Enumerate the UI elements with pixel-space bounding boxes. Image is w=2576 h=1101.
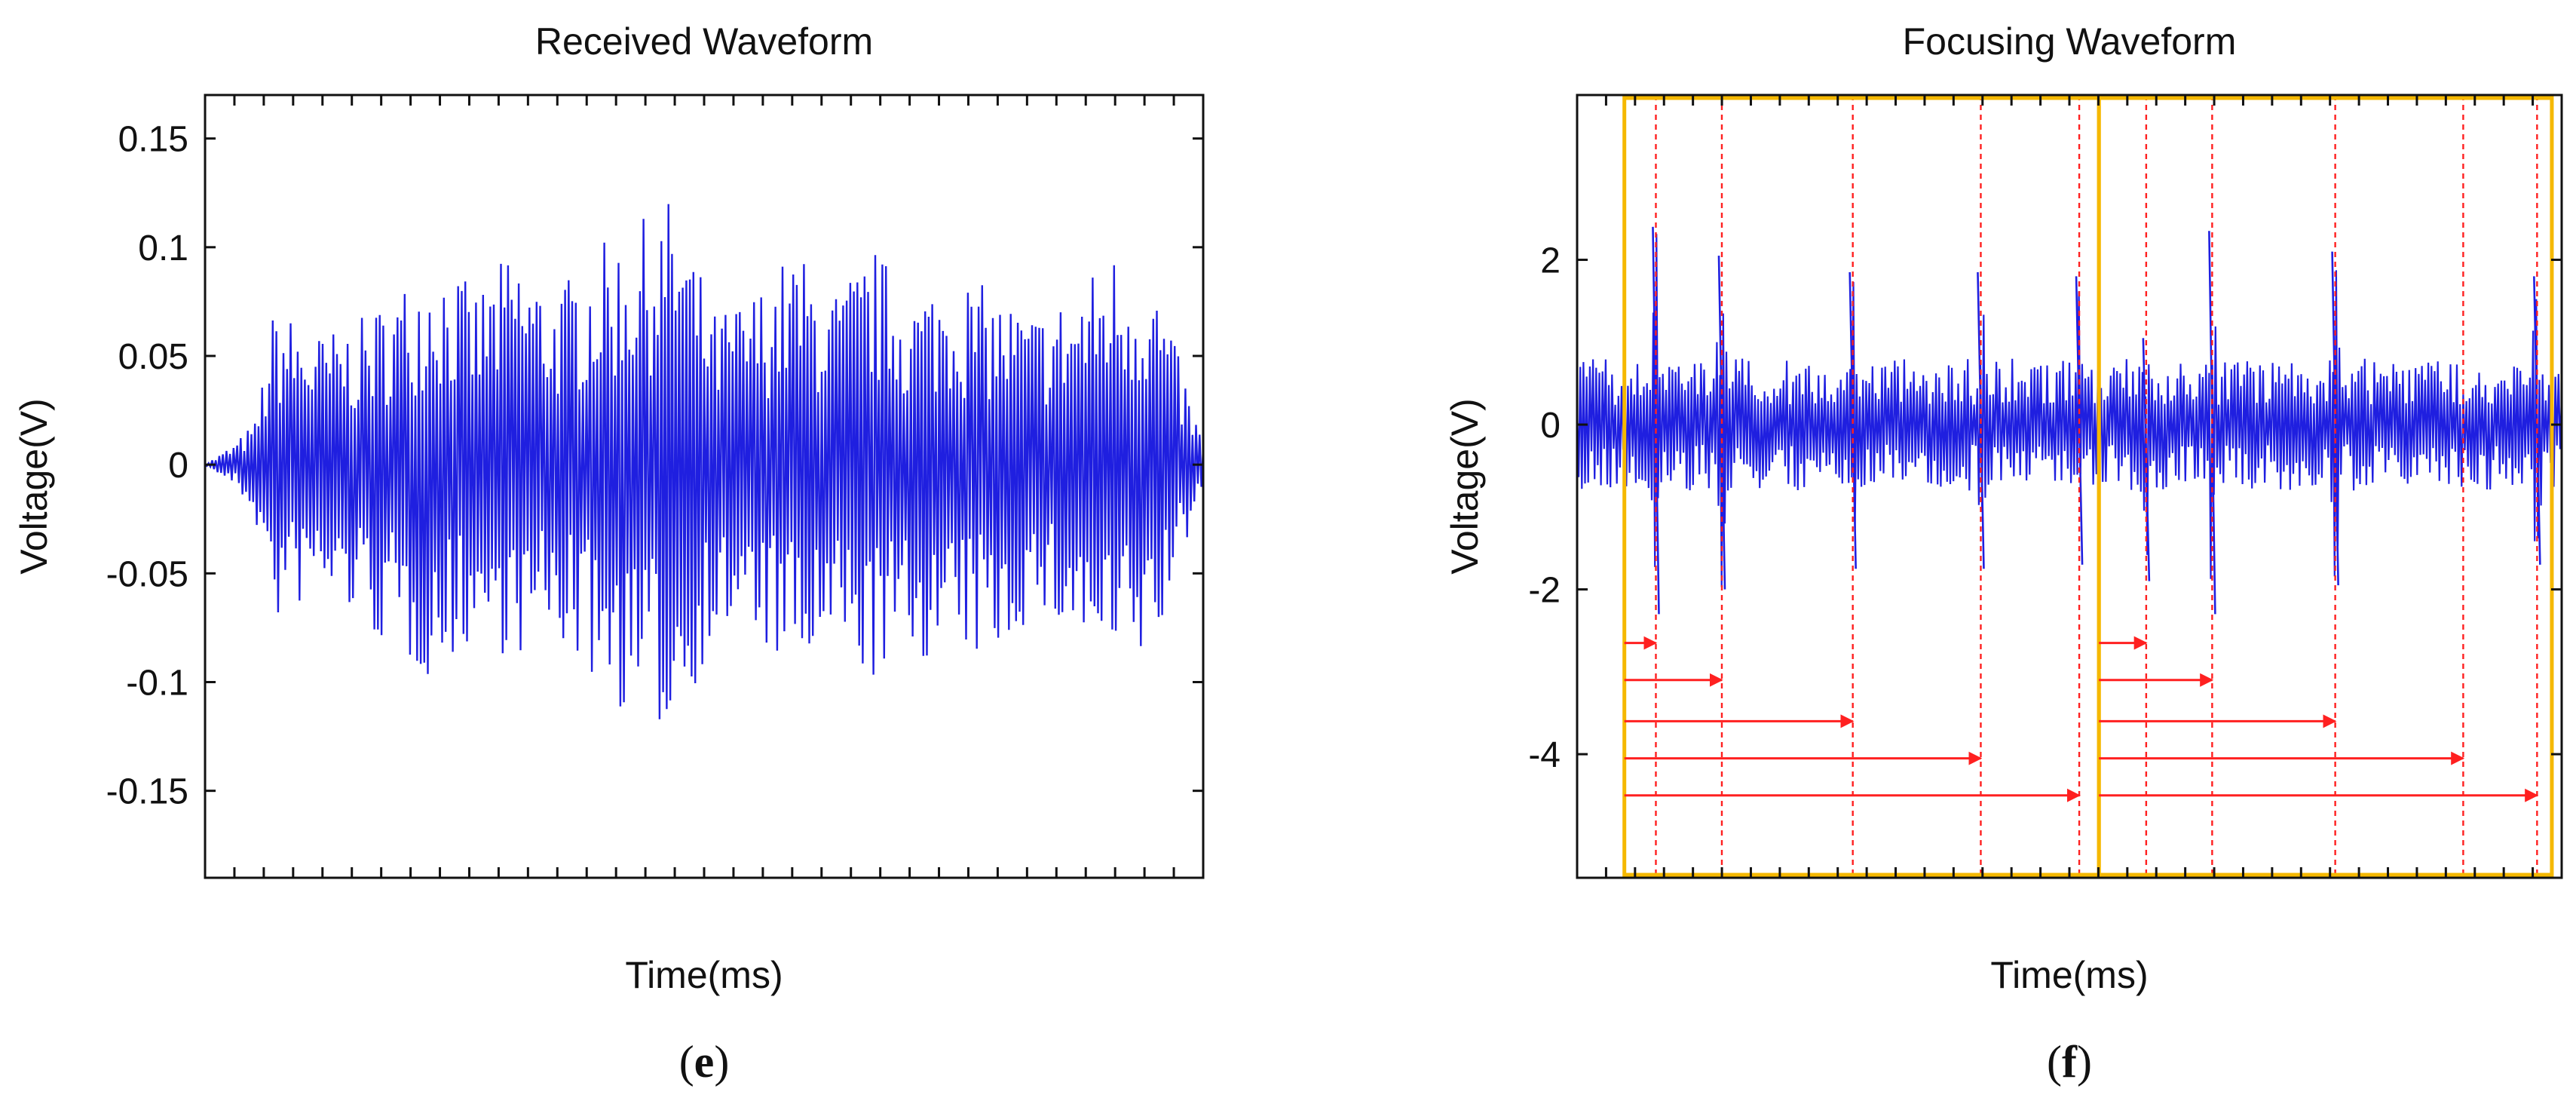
series-received — [205, 204, 1203, 719]
y-tick-label: -4 — [1528, 735, 1561, 775]
overlay — [1622, 95, 2554, 878]
y-tick-label: 0.15 — [118, 120, 188, 160]
x-axis-label: Time(ms) — [1990, 954, 2148, 996]
focus-peak — [2331, 251, 2339, 586]
panel-label-f: (f) — [2047, 1037, 2092, 1087]
waveform-line — [1577, 234, 2562, 587]
y-tick-label: 0 — [168, 446, 188, 486]
chart-focusing: Focusing Waveform 2 0 -2 -4 Voltage(V) Time… — [1444, 20, 2563, 996]
plot-area: 2 0 -2 -4 — [1528, 94, 2563, 879]
y-tick-label: -0.15 — [106, 772, 188, 812]
y-tick-label: 0.05 — [118, 337, 188, 377]
y-ticks: 2 0 -2 -4 — [1528, 241, 2562, 775]
x-ticks — [233, 95, 1175, 878]
y-axis-label: Voltage(V) — [1444, 398, 1486, 574]
y-axis-label: Voltage(V) — [13, 398, 55, 574]
y-tick-label: -0.1 — [126, 664, 188, 704]
y-tick-label: 2 — [1540, 241, 1561, 281]
y-tick-label: 0 — [1540, 406, 1561, 446]
chart-title: Focusing Waveform — [1903, 20, 2237, 63]
x-ticks — [1604, 95, 2535, 878]
y-ticks: 0.15 0.1 0.05 0 -0.05 -0.1 -0.15 — [106, 120, 1203, 812]
chart-received: Received Waveform 0.15 0.1 0.05 0 -0.05 -0.1 -… — [13, 20, 1205, 996]
time-window — [2097, 96, 2554, 877]
chart-title: Received Waveform — [535, 20, 873, 63]
y-tick-label: -0.05 — [106, 554, 188, 594]
y-tick-label: 0.1 — [138, 228, 188, 268]
y-tick-label: -2 — [1528, 571, 1561, 611]
series-focusing — [1577, 226, 2562, 615]
waveform-line — [205, 204, 1203, 719]
plot-area: 0.15 0.1 0.05 0 -0.05 -0.1 -0.15 — [106, 94, 1205, 879]
panel-label-e: (e) — [679, 1037, 730, 1087]
x-axis-label: Time(ms) — [625, 954, 783, 996]
